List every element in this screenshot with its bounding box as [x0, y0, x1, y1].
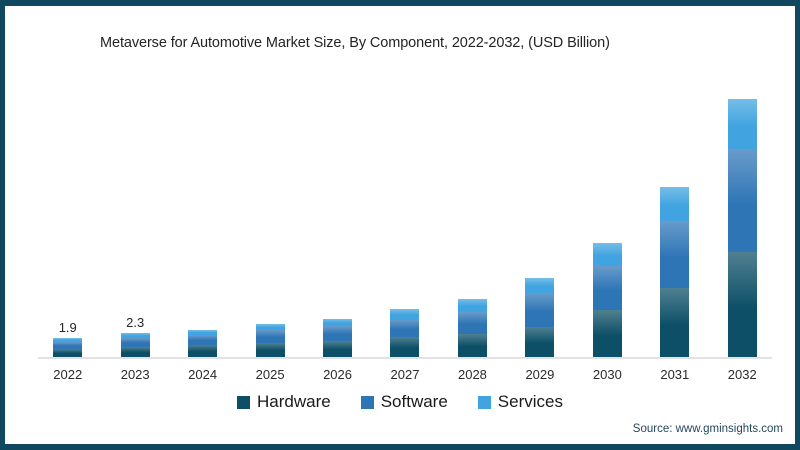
bar-segment-services[interactable]: [255, 324, 285, 330]
stacked-bar-2024[interactable]: [188, 330, 218, 357]
bar-slot-2029: [506, 62, 573, 357]
legend: Hardware Software Services: [5, 392, 795, 412]
x-tick-label-2032: 2032: [727, 367, 757, 382]
bar-segment-hardware[interactable]: [592, 310, 622, 357]
bar-segment-software[interactable]: [188, 335, 218, 345]
legend-label: Software: [380, 392, 448, 411]
bar-segment-hardware[interactable]: [53, 349, 83, 357]
bar-segment-software[interactable]: [525, 293, 555, 327]
bar-segment-services[interactable]: [53, 338, 83, 342]
bar-slot-2025: [236, 62, 303, 357]
bar-segment-hardware[interactable]: [255, 343, 285, 357]
bar-segment-services[interactable]: [323, 319, 353, 326]
bar-segment-hardware[interactable]: [323, 341, 353, 357]
bar-segment-software[interactable]: [390, 320, 420, 337]
x-tick-label-2030: 2030: [592, 367, 622, 382]
bar-slot-2026: [304, 62, 371, 357]
bar-segment-hardware[interactable]: [457, 334, 487, 357]
bar-slot-2024: [169, 62, 236, 357]
bar-segment-hardware[interactable]: [727, 252, 757, 357]
bar-segment-software[interactable]: [120, 338, 150, 347]
bar-slot-2032: [709, 62, 776, 357]
bar-slot-2022: 1.9: [34, 62, 101, 357]
x-tick-label-2028: 2028: [457, 367, 487, 382]
stacked-bar-2023[interactable]: [120, 333, 150, 357]
stacked-bar-2027[interactable]: [390, 309, 420, 357]
stacked-bar-2025[interactable]: [255, 324, 285, 357]
x-tick-label-2027: 2027: [390, 367, 420, 382]
bar-value-label: 1.9: [58, 320, 77, 335]
bar-segment-services[interactable]: [390, 309, 420, 320]
stacked-bar-2031[interactable]: [660, 187, 690, 357]
stacked-bar-2026[interactable]: [323, 319, 353, 357]
stacked-bar-2032[interactable]: [727, 99, 757, 357]
bar-slot-2030: [574, 62, 641, 357]
legend-label: Hardware: [257, 392, 331, 411]
bar-segment-software[interactable]: [660, 221, 690, 288]
bar-segment-software[interactable]: [323, 326, 353, 341]
x-tick-label-2024: 2024: [188, 367, 218, 382]
bar-value-label: 2.3: [126, 315, 145, 330]
legend-label: Services: [497, 392, 563, 411]
x-axis-line: [38, 357, 772, 359]
bar-slot-2028: [439, 62, 506, 357]
bar-segment-software[interactable]: [727, 149, 757, 252]
bar-segment-services[interactable]: [592, 243, 622, 266]
legend-item-services[interactable]: Services: [477, 392, 563, 412]
stacked-bar-2029[interactable]: [525, 278, 555, 357]
bar-segment-software[interactable]: [53, 342, 83, 349]
bar-segment-hardware[interactable]: [660, 288, 690, 357]
plot-area: 1.9 2.3: [34, 62, 776, 357]
bar-segment-hardware[interactable]: [120, 347, 150, 357]
legend-swatch-hardware: [237, 395, 250, 409]
legend-item-software[interactable]: Software: [360, 392, 448, 412]
stacked-bar-2028[interactable]: [457, 299, 487, 357]
bar-segment-software[interactable]: [457, 312, 487, 334]
x-tick-label-2029: 2029: [525, 367, 555, 382]
bar-slot-2023: 2.3: [101, 62, 168, 357]
x-tick-label-2026: 2026: [323, 367, 352, 382]
legend-swatch-software: [360, 395, 374, 409]
x-axis-labels: 2022 2023 2024 2025 2026 2027 2028 2029 2030 2031…: [34, 367, 776, 382]
source-text: Source: www.gminsights.com: [632, 423, 783, 435]
bar-segment-services[interactable]: [660, 187, 690, 221]
bar-segment-services[interactable]: [457, 299, 487, 312]
bar-segment-services[interactable]: [525, 278, 555, 293]
x-tick-label-2023: 2023: [120, 367, 150, 382]
stacked-bar-2022[interactable]: [53, 338, 83, 357]
chart-title: Metaverse for Automotive Market Size, By…: [100, 35, 610, 51]
bar-segment-services[interactable]: [188, 330, 218, 335]
x-tick-label-2022: 2022: [53, 367, 83, 382]
legend-swatch-services: [477, 395, 491, 409]
bar-segment-software[interactable]: [592, 266, 622, 310]
bar-segment-hardware[interactable]: [390, 337, 420, 357]
stacked-bar-2030[interactable]: [592, 243, 622, 357]
bar-segment-services[interactable]: [120, 333, 150, 338]
x-tick-label-2031: 2031: [660, 367, 690, 382]
bar-slot-2027: [371, 62, 438, 357]
bar-segment-hardware[interactable]: [525, 327, 555, 357]
x-tick-label-2025: 2025: [255, 367, 285, 382]
bar-segment-hardware[interactable]: [188, 345, 218, 357]
bar-segment-software[interactable]: [255, 330, 285, 343]
bar-segment-services[interactable]: [727, 99, 757, 149]
bar-slot-2031: [641, 62, 708, 357]
legend-item-hardware[interactable]: Hardware: [237, 392, 331, 412]
